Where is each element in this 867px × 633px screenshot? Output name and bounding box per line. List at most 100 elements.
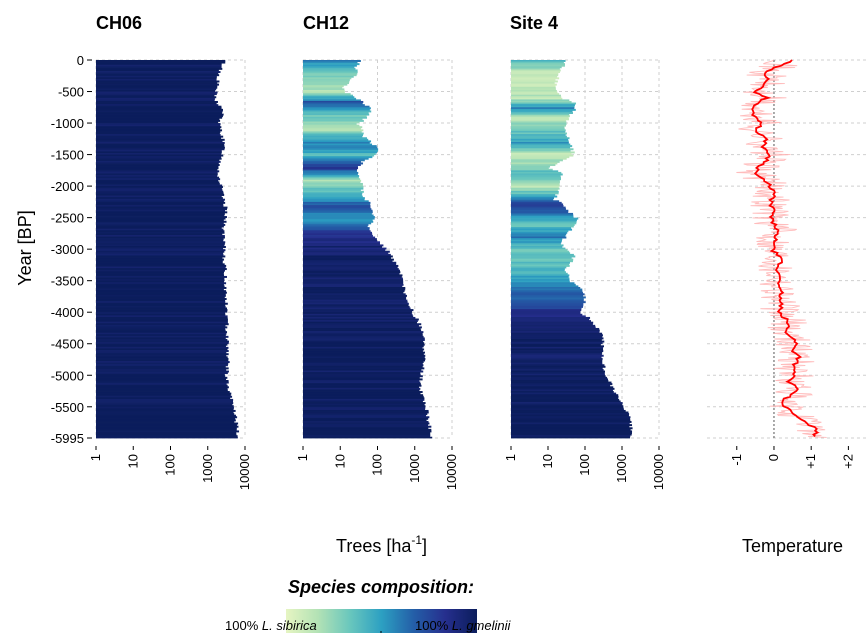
bar-1-275 xyxy=(303,77,352,80)
ytick-label-6: -3000 xyxy=(51,242,84,257)
bar-1-2525 xyxy=(303,219,373,222)
bar-2-3775 xyxy=(511,298,584,300)
bar-0-5475 xyxy=(96,405,234,408)
bar-0-1575 xyxy=(96,159,220,162)
bar-2-500 xyxy=(511,91,558,94)
bar-2-1550 xyxy=(511,157,567,160)
bar-1-2350 xyxy=(303,208,372,211)
bar-0-3125 xyxy=(96,257,223,260)
bar-1-4350 xyxy=(303,334,423,337)
bar-2-2925 xyxy=(511,244,564,247)
ytick-label-8: -4000 xyxy=(51,305,84,320)
bar-1-3075 xyxy=(303,253,391,256)
bar-0-1600 xyxy=(96,160,221,163)
bar-1-3375 xyxy=(303,272,400,275)
bar-1-2250 xyxy=(303,201,371,204)
bar-0-4550 xyxy=(96,346,229,349)
bar-2-4775 xyxy=(511,361,603,364)
bar-0-3450 xyxy=(96,277,225,280)
bar-0-5000 xyxy=(96,375,226,378)
bar-2-3100 xyxy=(511,255,576,258)
bar-0-1500 xyxy=(96,154,224,157)
bar-1-1600 xyxy=(303,160,361,163)
bar-0-2075 xyxy=(96,190,224,193)
bar-2-300 xyxy=(511,78,556,81)
bar-0-2475 xyxy=(96,216,227,219)
bar-1-3575 xyxy=(303,285,403,288)
bar-1-4575 xyxy=(303,348,425,351)
bar-1-1175 xyxy=(303,134,364,137)
bar-2-4150 xyxy=(511,321,594,324)
bar-1-4325 xyxy=(303,332,423,335)
bar-0-3950 xyxy=(96,309,228,312)
bar-0-275 xyxy=(96,77,217,80)
bar-0-2425 xyxy=(96,212,225,215)
bar-2-600 xyxy=(511,97,563,100)
bar-0-1275 xyxy=(96,140,223,143)
bar-0-1150 xyxy=(96,132,220,135)
bar-0-250 xyxy=(96,75,217,78)
bar-1-4725 xyxy=(303,357,426,360)
bar-2-4900 xyxy=(511,368,604,371)
bar-0-350 xyxy=(96,82,218,85)
bar-0-1225 xyxy=(96,137,222,140)
bar-0-1050 xyxy=(96,126,222,129)
bar-1-2850 xyxy=(303,239,378,242)
bar-2-3475 xyxy=(511,279,570,282)
bar-0-125 xyxy=(96,67,223,70)
bar-2-2400 xyxy=(511,211,569,214)
bar-0-1450 xyxy=(96,151,222,154)
bar-2-4675 xyxy=(511,354,604,357)
bar-1-5475 xyxy=(303,405,426,408)
bar-1-2575 xyxy=(303,222,372,225)
bar-0-1875 xyxy=(96,178,221,181)
xtick-label-1-0: 1 xyxy=(295,454,310,461)
bar-2-1150 xyxy=(511,132,567,135)
bar-2-5475 xyxy=(511,405,624,408)
bar-2-425 xyxy=(511,86,556,89)
panel-title-site4: Site 4 xyxy=(510,13,558,33)
bar-0-225 xyxy=(96,74,220,77)
bar-0-0 xyxy=(96,60,226,62)
bar-2-825 xyxy=(511,112,573,114)
bar-2-2975 xyxy=(511,247,566,250)
bar-2-1800 xyxy=(511,173,563,176)
bar-2-2100 xyxy=(511,192,559,195)
bar-0-3575 xyxy=(96,285,225,288)
bar-1-1300 xyxy=(303,141,370,144)
bar-0-4375 xyxy=(96,335,229,338)
legend-left-label: 100% L. sibirica xyxy=(225,618,317,633)
legend-right-label: 100% L. gmelinii xyxy=(415,618,512,633)
bar-2-4075 xyxy=(511,316,591,319)
bar-2-1400 xyxy=(511,148,574,151)
bar-1-2125 xyxy=(303,193,362,196)
bar-0-5200 xyxy=(96,387,228,390)
bar-2-675 xyxy=(511,102,577,105)
bar-0-2575 xyxy=(96,222,224,225)
bar-1-1350 xyxy=(303,145,377,148)
bar-2-5750 xyxy=(511,422,630,425)
bar-2-1350 xyxy=(511,145,573,148)
bar-1-1950 xyxy=(303,182,363,185)
bar-1-2175 xyxy=(303,197,365,200)
bar-2-5525 xyxy=(511,408,624,411)
bar-2-175 xyxy=(511,71,560,74)
bar-0-650 xyxy=(96,100,218,103)
bar-1-2050 xyxy=(303,189,361,192)
bar-0-2600 xyxy=(96,223,226,226)
ytick-label-10: -5000 xyxy=(51,368,84,383)
bar-2-0 xyxy=(511,60,566,62)
bar-0-4150 xyxy=(96,321,228,324)
bar-2-950 xyxy=(511,119,567,122)
bar-2-5575 xyxy=(511,411,629,414)
bar-0-5900 xyxy=(96,432,237,434)
bar-0-850 xyxy=(96,113,224,116)
bar-1-5775 xyxy=(303,424,429,427)
bar-2-2425 xyxy=(511,212,574,215)
bar-1-4225 xyxy=(303,326,422,329)
bar-2-4850 xyxy=(511,365,606,368)
bar-2-4200 xyxy=(511,324,596,327)
bar-0-600 xyxy=(96,97,215,100)
bar-2-3275 xyxy=(511,266,567,269)
bar-1-1150 xyxy=(303,132,364,135)
